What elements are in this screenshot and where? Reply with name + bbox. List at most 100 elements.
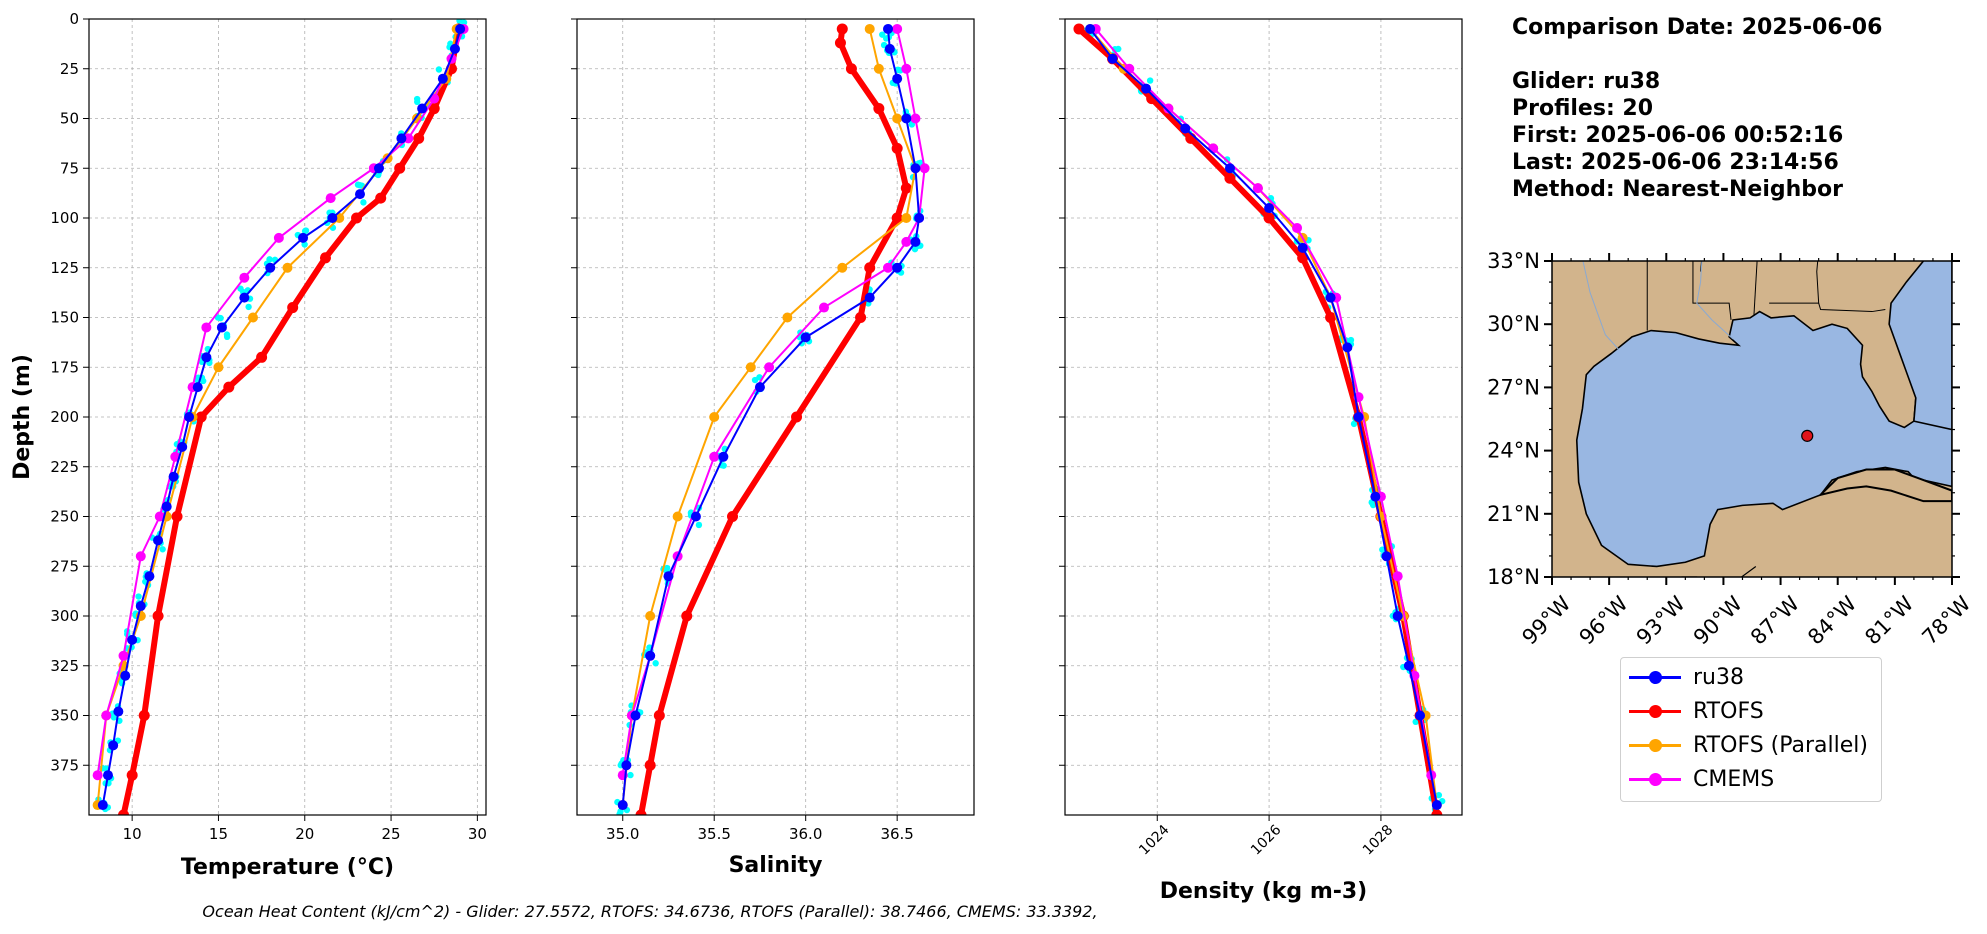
- country-border: [1681, 565, 1757, 577]
- legend-swatch: [1629, 772, 1681, 786]
- gulf-of-mexico: [1575, 310, 1952, 568]
- y-tick-label: 175: [50, 358, 79, 376]
- series-point-cmems: [1392, 571, 1403, 582]
- series-point-rtofs-parallel-: [213, 362, 224, 373]
- x-tick-label: 35.5: [698, 825, 731, 843]
- series-point-ru38: [914, 213, 925, 223]
- series-point-ru38: [630, 710, 641, 721]
- map-lon-label: 87°W: [1746, 591, 1804, 649]
- series-point-rtofs: [126, 769, 138, 781]
- legend-label: CMEMS: [1693, 766, 1775, 792]
- y-tick-label: 275: [50, 557, 79, 575]
- series-point-cmems: [818, 302, 829, 313]
- map-lat-label: 27°N: [1487, 375, 1540, 399]
- glider-raw-point: [302, 227, 310, 234]
- series-point-ru38: [161, 501, 172, 512]
- density-panel: 1024 1026 1028 Density (kg m-3): [1059, 18, 1463, 904]
- series-point-cmems: [101, 710, 112, 721]
- glider-raw-point: [217, 314, 224, 322]
- series-point-rtofs-parallel-: [901, 213, 912, 223]
- y-tick-label: 300: [50, 607, 79, 625]
- x-axis-label: Density (kg m-3): [1160, 879, 1368, 904]
- series-point-ru38: [1392, 611, 1403, 621]
- series-point-ru38: [1353, 412, 1364, 422]
- map-lon-label: 96°W: [1575, 591, 1633, 649]
- series-point-ru38: [153, 535, 164, 546]
- state-border: [1818, 302, 1886, 313]
- last-profile-time: Last: 2025-06-06 23:14:56: [1512, 150, 1839, 175]
- series-point-rtofs: [834, 37, 846, 49]
- legend-swatch: [1629, 670, 1681, 684]
- series-point-cmems: [883, 262, 894, 273]
- series-point-ru38: [1224, 163, 1235, 174]
- series-point-cmems: [1124, 63, 1135, 74]
- salinity-panel: 35.0 35.5 36.0 36.5 Salinity: [571, 18, 975, 878]
- series-point-ru38: [892, 73, 903, 84]
- series-point-rtofs: [1297, 252, 1309, 264]
- x-tick-label: 35.0: [606, 825, 639, 843]
- glider-raw-point: [1146, 77, 1154, 84]
- legend-item-rtofs: RTOFS: [1629, 696, 1764, 726]
- map-lat-label: 24°N: [1487, 439, 1540, 463]
- glider-raw-point: [102, 765, 110, 772]
- series-point-ru38: [108, 740, 119, 751]
- cuba: [1817, 468, 1952, 503]
- series-point-ru38: [718, 451, 729, 462]
- map-lon-label: 99°W: [1517, 591, 1575, 649]
- series-point-rtofs: [138, 710, 150, 721]
- series-point-ru38: [690, 511, 701, 522]
- series-point-rtofs: [195, 411, 207, 423]
- series-point-rtofs: [287, 302, 299, 314]
- map-lat-label: 30°N: [1487, 312, 1540, 336]
- series-point-ru38: [910, 236, 921, 247]
- x-tick-label: 25: [382, 825, 401, 843]
- series-point-rtofs: [900, 182, 912, 194]
- series-point-rtofs: [256, 351, 268, 363]
- glider-raw-point: [159, 546, 166, 553]
- series-point-ru38: [1381, 551, 1392, 562]
- series-line-cmems: [621, 28, 926, 776]
- map-area: [1552, 261, 1952, 577]
- series-point-rtofs: [1431, 809, 1443, 815]
- series-point-ru38: [1297, 242, 1308, 253]
- series-point-ru38: [373, 163, 384, 174]
- series-point-rtofs-parallel-: [745, 362, 756, 373]
- x-tick-label: 20: [295, 825, 314, 843]
- series-point-rtofs-parallel-: [864, 23, 875, 34]
- series-point-rtofs: [152, 610, 164, 622]
- plot-area: [1073, 23, 1446, 815]
- glider-raw-point: [413, 98, 421, 106]
- series-point-rtofs: [653, 710, 665, 721]
- series-point-rtofs: [681, 610, 693, 622]
- legend-label: RTOFS (Parallel): [1693, 732, 1868, 758]
- glider-raw-point: [360, 199, 367, 206]
- series-point-rtofs: [351, 212, 363, 224]
- x-tick-label: 1026: [1248, 822, 1285, 859]
- info-spacer: [1512, 41, 1882, 68]
- series-point-ru38: [127, 634, 138, 645]
- x-axis-label: Salinity: [729, 853, 823, 878]
- glider-raw-point: [879, 31, 886, 38]
- series-point-ru38: [455, 23, 466, 34]
- series-point-rtofs: [106, 869, 117, 880]
- series-point-cmems: [901, 63, 912, 74]
- series-point-ru38: [1141, 83, 1152, 94]
- legend-item-cmems: CMEMS: [1629, 764, 1774, 794]
- glider-raw-point: [266, 256, 273, 263]
- series-point-cmems: [118, 650, 129, 661]
- series-point-cmems: [92, 770, 103, 781]
- series-point-rtofs: [836, 23, 848, 35]
- series-point-ru38: [892, 262, 903, 273]
- x-tick-label: 10: [123, 825, 142, 843]
- series-point-cmems: [1252, 183, 1263, 194]
- series-point-ru38: [102, 770, 113, 781]
- series-point-ru38: [910, 163, 921, 174]
- series-point-rtofs: [791, 411, 803, 423]
- series-point-ru38: [417, 103, 428, 114]
- legend-swatch: [1629, 738, 1681, 752]
- series-point-cmems: [764, 362, 775, 373]
- glider-raw-point: [435, 66, 443, 73]
- glider-raw-point: [135, 593, 142, 600]
- series-point-ru38: [1085, 23, 1096, 34]
